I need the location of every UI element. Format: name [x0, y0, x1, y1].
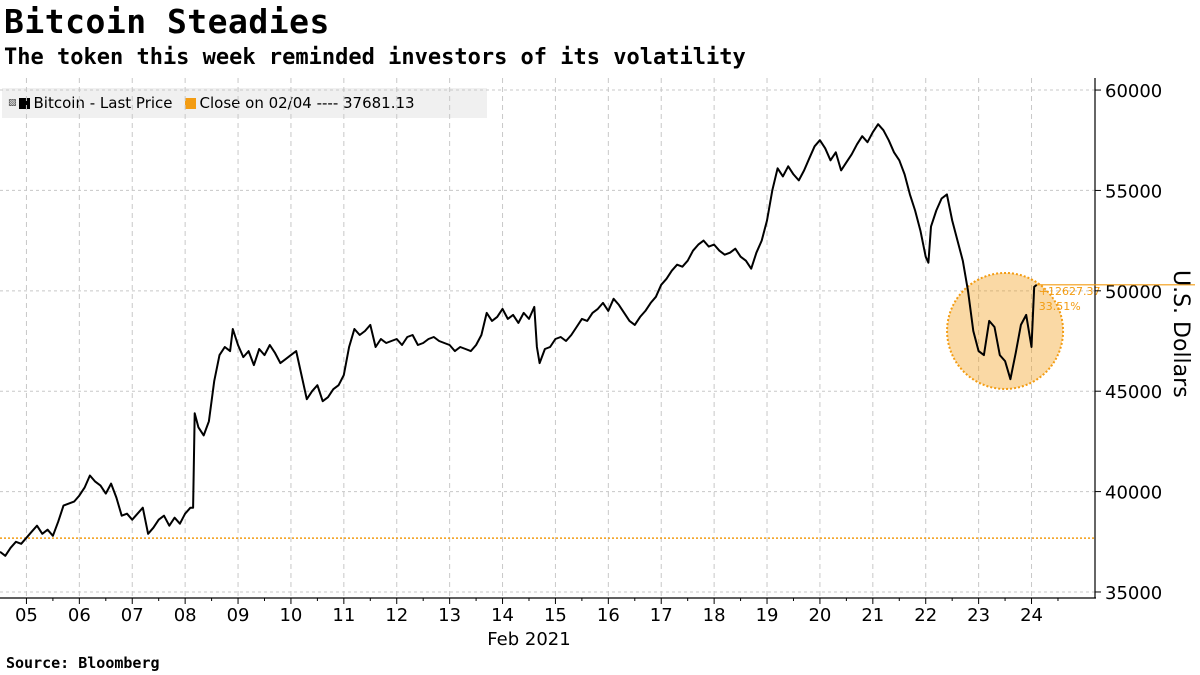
- x-tick-label: 11: [332, 605, 355, 626]
- x-tick-label: 21: [861, 605, 884, 626]
- legend-label-bitcoin: Bitcoin - Last Price: [33, 94, 173, 112]
- x-tick-label: 08: [174, 605, 197, 626]
- annotation-change: +12627.37: [1039, 285, 1101, 298]
- x-tick-label: 17: [650, 605, 673, 626]
- y-tick-label: 60000: [1105, 81, 1162, 102]
- x-tick-label: 06: [68, 605, 91, 626]
- series-line-bitcoin: [0, 123, 1038, 557]
- y-tick-label: 55000: [1105, 181, 1162, 202]
- legend-swatch-close: [184, 97, 196, 109]
- x-tick-label: 10: [279, 605, 302, 626]
- y-tick-label: 35000: [1105, 583, 1162, 604]
- chart-title: Bitcoin Steadies: [4, 2, 330, 41]
- x-tick-label: 12: [385, 605, 408, 626]
- y-tick-label: 45000: [1105, 382, 1162, 403]
- x-tick-label: 22: [914, 605, 937, 626]
- x-tick-label: 14: [491, 605, 514, 626]
- x-tick-label: 18: [703, 605, 726, 626]
- legend: ▧ Bitcoin - Last Price Close on 02/04 --…: [2, 88, 487, 118]
- chart-subtitle: The token this week reminded investors o…: [4, 45, 746, 70]
- annotation-percent: 33.51%: [1039, 300, 1081, 313]
- y-tick-label: 40000: [1105, 483, 1162, 504]
- x-tick-label: 15: [544, 605, 567, 626]
- gridlines: [0, 78, 1095, 598]
- legend-swatch-bitcoin: [18, 97, 30, 109]
- x-tick-label: 07: [121, 605, 144, 626]
- y-axis-label: U.S. Dollars: [1168, 270, 1193, 398]
- x-tick-label: 19: [756, 605, 779, 626]
- source-note: Source: Bloomberg: [6, 654, 160, 672]
- legend-label-close: Close on 02/04 ---- 37681.13: [199, 94, 415, 112]
- legend-item-bitcoin: Bitcoin - Last Price: [18, 94, 173, 112]
- x-tick-label: 16: [597, 605, 620, 626]
- x-tick-label: 09: [227, 605, 250, 626]
- x-tick-label: 24: [1020, 605, 1043, 626]
- y-tick-label: 50000: [1105, 282, 1162, 303]
- axes: 35000 40000 45000 50000 55000 60000 05 06 07 08 09…: [0, 78, 1162, 650]
- x-tick-label: 23: [967, 605, 990, 626]
- legend-item-close: Close on 02/04 ---- 37681.13: [184, 94, 415, 112]
- x-tick-label: 13: [438, 605, 461, 626]
- legend-marker-icon: ▧: [8, 98, 17, 108]
- x-tick-label: 20: [808, 605, 831, 626]
- x-tick-label: 05: [15, 605, 38, 626]
- series-layer: [0, 123, 1038, 557]
- annotation-layer: +12627.37 33.51%: [946, 271, 1101, 390]
- x-axis-label: Feb 2021: [487, 629, 570, 650]
